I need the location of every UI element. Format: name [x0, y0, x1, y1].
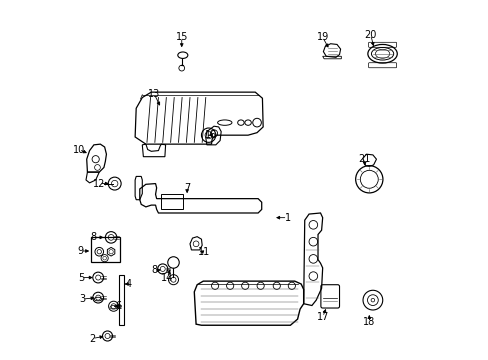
Text: 3: 3	[79, 294, 85, 304]
Text: 14: 14	[161, 273, 173, 283]
Text: 8: 8	[151, 265, 157, 275]
Text: 17: 17	[316, 312, 328, 322]
Text: 18: 18	[363, 317, 375, 327]
Text: 4: 4	[126, 279, 132, 289]
Text: 5: 5	[78, 273, 84, 283]
Text: 1: 1	[284, 213, 290, 222]
Text: 12: 12	[93, 179, 105, 189]
Text: 19: 19	[316, 32, 328, 42]
Text: 15: 15	[175, 32, 187, 42]
Text: 11: 11	[198, 247, 210, 257]
Text: 21: 21	[358, 154, 370, 164]
Text: 7: 7	[183, 183, 190, 193]
Text: 9: 9	[77, 246, 83, 256]
Text: 13: 13	[148, 89, 160, 99]
Text: 8: 8	[90, 232, 96, 242]
Text: 10: 10	[73, 144, 85, 154]
Text: 6: 6	[115, 301, 121, 311]
Text: 20: 20	[364, 30, 376, 40]
Text: 2: 2	[89, 333, 95, 343]
Text: 16: 16	[205, 130, 217, 140]
